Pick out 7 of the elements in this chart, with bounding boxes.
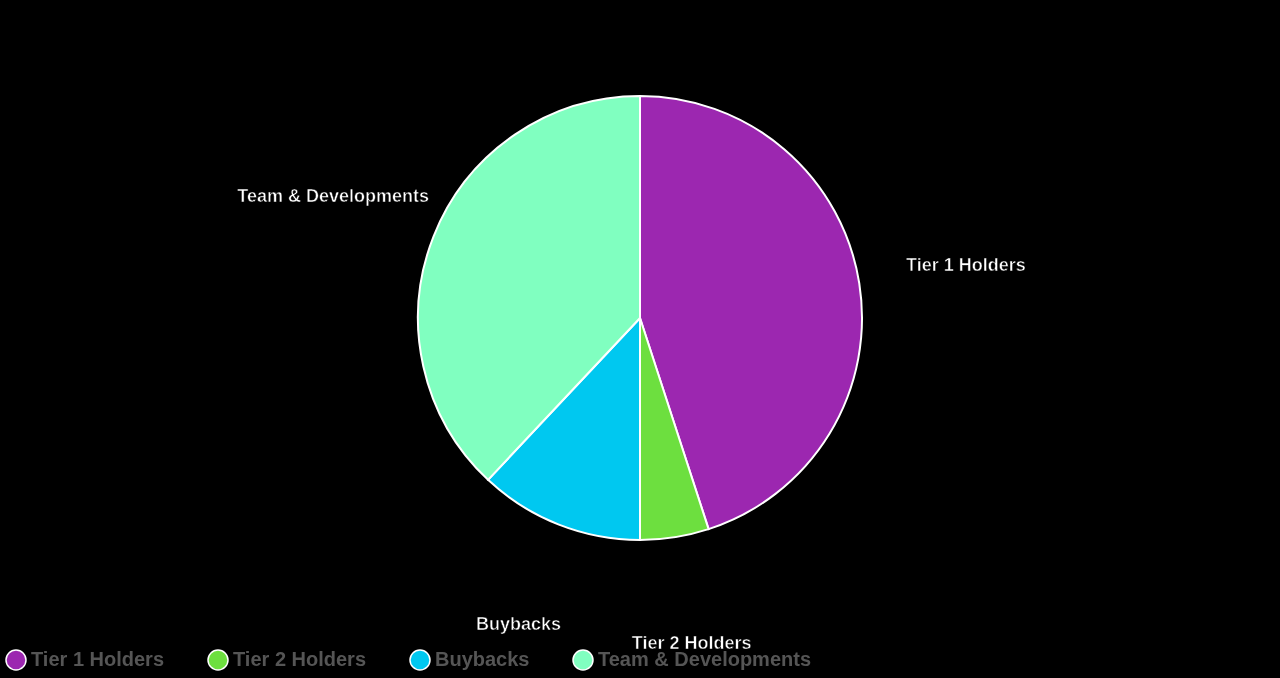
- legend-label: Tier 2 Holders: [233, 648, 367, 670]
- slice-label: Tier 1 Holders: [906, 255, 1026, 276]
- legend-label: Team & Developments: [598, 648, 812, 670]
- slice-label: Team & Developments: [237, 185, 430, 206]
- category-label: Buybacks: [476, 613, 562, 634]
- legend-label: Buybacks: [435, 648, 530, 670]
- legend-label: Tier 1 Holders: [31, 648, 165, 670]
